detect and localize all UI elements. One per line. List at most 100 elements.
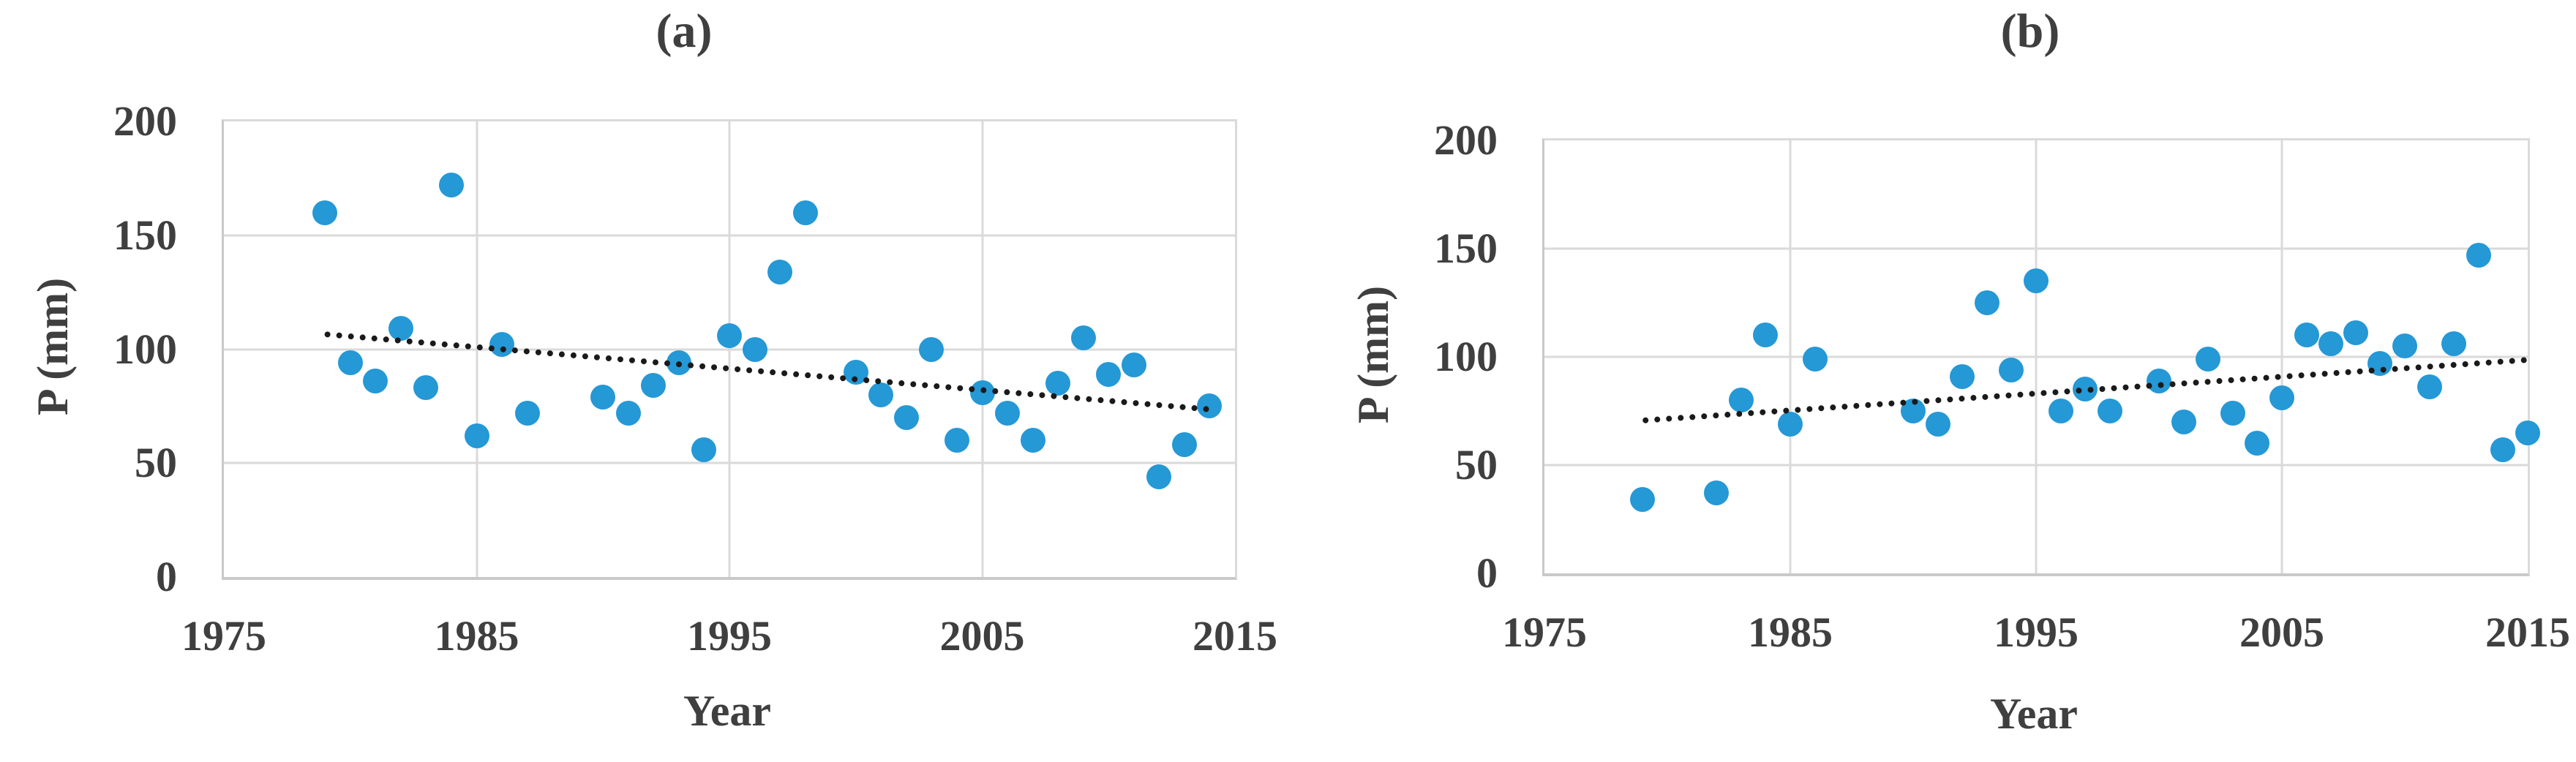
data-point <box>337 350 363 376</box>
data-point <box>1728 388 1754 413</box>
data-point <box>742 336 767 362</box>
chart-b-x-axis-label: Year <box>1990 690 2078 738</box>
horizontal-gridline-150 <box>1544 247 2528 250</box>
data-point <box>2024 268 2049 294</box>
x-tick-label-1985: 1985 <box>434 612 519 660</box>
data-point <box>1070 325 1096 350</box>
x-tick-label-1975: 1975 <box>1502 608 1587 656</box>
y-tick-label-150: 150 <box>113 211 177 259</box>
y-tick-label-200: 200 <box>1434 116 1498 164</box>
horizontal-gridline-150 <box>224 234 1235 237</box>
data-point <box>1171 432 1197 458</box>
data-point <box>919 336 945 362</box>
x-tick-label-1995: 1995 <box>687 612 772 660</box>
data-point <box>767 259 793 284</box>
y-tick-label-50: 50 <box>135 439 177 487</box>
y-tick-label-0: 0 <box>156 553 177 600</box>
data-point <box>489 332 515 358</box>
data-point <box>1802 346 1828 371</box>
data-point <box>2294 322 2319 348</box>
data-point <box>1925 411 1950 437</box>
y-tick-label-100: 100 <box>1434 333 1498 380</box>
data-point <box>717 322 742 348</box>
data-point <box>438 173 464 198</box>
data-point <box>363 369 388 394</box>
data-point <box>2220 400 2245 426</box>
data-point <box>868 382 894 407</box>
horizontal-gridline-50 <box>224 461 1235 464</box>
data-point <box>792 200 818 225</box>
data-point <box>2392 333 2417 359</box>
horizontal-gridline-100 <box>1544 355 2528 358</box>
x-tick-label-2015: 2015 <box>1193 612 1277 660</box>
data-point <box>944 428 969 453</box>
data-point <box>2367 350 2393 376</box>
data-point <box>1704 480 1730 506</box>
data-point <box>388 316 413 342</box>
data-point <box>2318 331 2344 357</box>
data-point <box>2245 431 2270 456</box>
data-point <box>2417 374 2442 400</box>
y-tick-label-150: 150 <box>1434 225 1498 272</box>
chart-a-x-axis-label: Year <box>683 687 771 735</box>
data-point <box>2466 242 2491 268</box>
data-point <box>893 404 919 430</box>
data-point <box>1197 393 1223 419</box>
y-tick-label-100: 100 <box>113 325 177 373</box>
x-tick-label-1985: 1985 <box>1748 608 1833 656</box>
data-point <box>691 437 717 462</box>
data-point <box>1778 411 1803 437</box>
data-point <box>843 359 868 385</box>
chart-a-y-axis-label: P (mm) <box>29 277 77 416</box>
chart-b-plot-area: 1975 1985 1995 2005 2015 0 50 100 150 200 <box>1434 119 2570 654</box>
data-point <box>666 350 691 376</box>
data-point <box>1121 352 1146 378</box>
x-tick-label-2005: 2005 <box>2239 608 2324 656</box>
x-tick-label-1995: 1995 <box>1994 608 2079 656</box>
data-point <box>1045 371 1071 396</box>
data-point <box>2147 368 2171 393</box>
chart-a-plot-area: 1975 1985 1995 2005 2015 0 50 100 150 200 <box>113 100 1277 657</box>
data-point <box>1146 464 1172 489</box>
data-point <box>590 384 616 410</box>
y-tick-label-200: 200 <box>113 97 177 145</box>
data-point <box>1753 322 1779 348</box>
horizontal-gridline-100 <box>224 348 1235 350</box>
data-point <box>1974 290 1999 315</box>
data-point <box>2048 399 2073 423</box>
data-point <box>1950 363 1975 389</box>
data-point <box>2196 346 2221 371</box>
data-point <box>464 423 489 448</box>
data-point <box>2269 385 2294 411</box>
data-point <box>1901 399 1926 423</box>
data-point <box>969 380 995 405</box>
data-point <box>2343 320 2368 346</box>
data-point <box>2171 409 2196 434</box>
y-tick-label-50: 50 <box>1455 441 1498 488</box>
x-tick-label-2005: 2005 <box>939 612 1025 660</box>
data-point <box>2097 399 2122 423</box>
data-point <box>2515 420 2540 445</box>
data-point <box>312 200 338 225</box>
data-point <box>1630 487 1656 513</box>
y-tick-label-0: 0 <box>1476 549 1498 597</box>
data-point <box>413 375 439 401</box>
data-point <box>1020 428 1045 453</box>
data-point <box>615 400 641 426</box>
data-point <box>2490 437 2516 463</box>
chart-b-y-axis-label: P (mm) <box>1349 285 1397 424</box>
data-point <box>1999 357 2024 382</box>
horizontal-gridline-50 <box>1544 464 2528 467</box>
x-tick-label-2015: 2015 <box>2485 608 2570 656</box>
trend-line <box>1642 356 2528 423</box>
data-point <box>995 400 1021 426</box>
data-point <box>514 400 540 426</box>
chart-b-title: (b) <box>2000 4 2060 58</box>
data-point <box>2441 331 2467 357</box>
data-point <box>2073 377 2098 402</box>
data-point <box>641 373 666 399</box>
x-tick-label-1975: 1975 <box>181 612 266 660</box>
chart-a-title: (a) <box>656 4 713 58</box>
data-point <box>1096 361 1122 387</box>
